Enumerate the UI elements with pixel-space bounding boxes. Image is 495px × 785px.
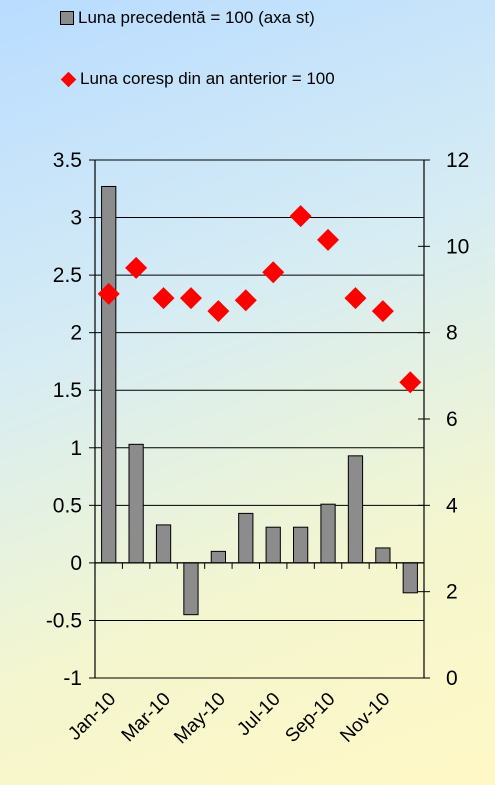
chart-legend: Luna precedentă = 100 (axa st) Luna core… bbox=[0, 0, 495, 120]
bar bbox=[128, 443, 144, 564]
x-tick-label: Jul-10 bbox=[233, 689, 284, 740]
y-right-tick-label: 6 bbox=[446, 408, 458, 431]
legend-item-bar-series: Luna precedentă = 100 (axa st) bbox=[60, 8, 315, 28]
bar bbox=[183, 562, 199, 616]
gridlines bbox=[95, 159, 424, 679]
y-right-tick-label: 4 bbox=[446, 494, 458, 517]
x-tick-label: Jan-10 bbox=[64, 689, 120, 745]
y-right-tick-label: 0 bbox=[446, 667, 458, 690]
bar bbox=[292, 526, 309, 564]
marker-point bbox=[97, 282, 120, 305]
y-left-tick-label: -1 bbox=[63, 667, 82, 690]
bar bbox=[238, 512, 254, 564]
marker-point bbox=[207, 300, 230, 323]
legend-item-marker-series: Luna coresp din an anterior = 100 bbox=[60, 69, 335, 89]
y-right-tick-label: 2 bbox=[446, 581, 458, 604]
bar bbox=[210, 550, 227, 564]
bar-series bbox=[101, 185, 418, 616]
marker-point bbox=[317, 228, 340, 251]
marker-point bbox=[399, 371, 422, 394]
y-right-tick-label: 10 bbox=[446, 235, 469, 258]
marker-point bbox=[262, 261, 285, 284]
marker-point bbox=[344, 287, 367, 310]
bar bbox=[320, 503, 336, 564]
legend-bar-swatch bbox=[60, 11, 74, 25]
marker-point bbox=[234, 289, 257, 312]
bar bbox=[101, 185, 117, 564]
x-tick-label: Nov-10 bbox=[336, 689, 394, 747]
y-left-tick-label: 1 bbox=[70, 437, 82, 460]
bar bbox=[375, 547, 391, 564]
marker-point bbox=[125, 256, 148, 279]
marker-point bbox=[152, 287, 175, 310]
y-left-tick-label: -0.5 bbox=[46, 609, 82, 632]
bar bbox=[155, 524, 172, 564]
x-tick-label: May-10 bbox=[170, 689, 230, 749]
y-left-tick-label: 1.5 bbox=[53, 379, 82, 402]
marker-point bbox=[289, 205, 312, 228]
y-right-tick-label: 12 bbox=[446, 149, 469, 172]
marker-point bbox=[179, 287, 202, 310]
axes bbox=[89, 159, 430, 679]
y-left-tick-label: 2.5 bbox=[53, 264, 82, 287]
y-left-tick-label: 2 bbox=[70, 322, 82, 345]
y-left-tick-label: 3.5 bbox=[53, 149, 82, 172]
y-left-tick-label: 3 bbox=[70, 207, 82, 230]
y-right-tick-label: 8 bbox=[446, 322, 458, 345]
marker-series bbox=[97, 205, 422, 394]
bar bbox=[347, 455, 364, 564]
bar bbox=[265, 526, 281, 564]
bar bbox=[402, 562, 418, 594]
x-tick-label: Sep-10 bbox=[281, 689, 339, 747]
y-left-tick-label: 0.5 bbox=[53, 494, 82, 517]
marker-point bbox=[371, 300, 394, 323]
legend-marker-label: Luna coresp din an anterior = 100 bbox=[80, 69, 335, 88]
y-left-tick-label: 0 bbox=[70, 552, 82, 575]
x-tick-label: Mar-10 bbox=[118, 689, 175, 746]
legend-bar-label: Luna precedentă = 100 (axa st) bbox=[78, 8, 315, 27]
